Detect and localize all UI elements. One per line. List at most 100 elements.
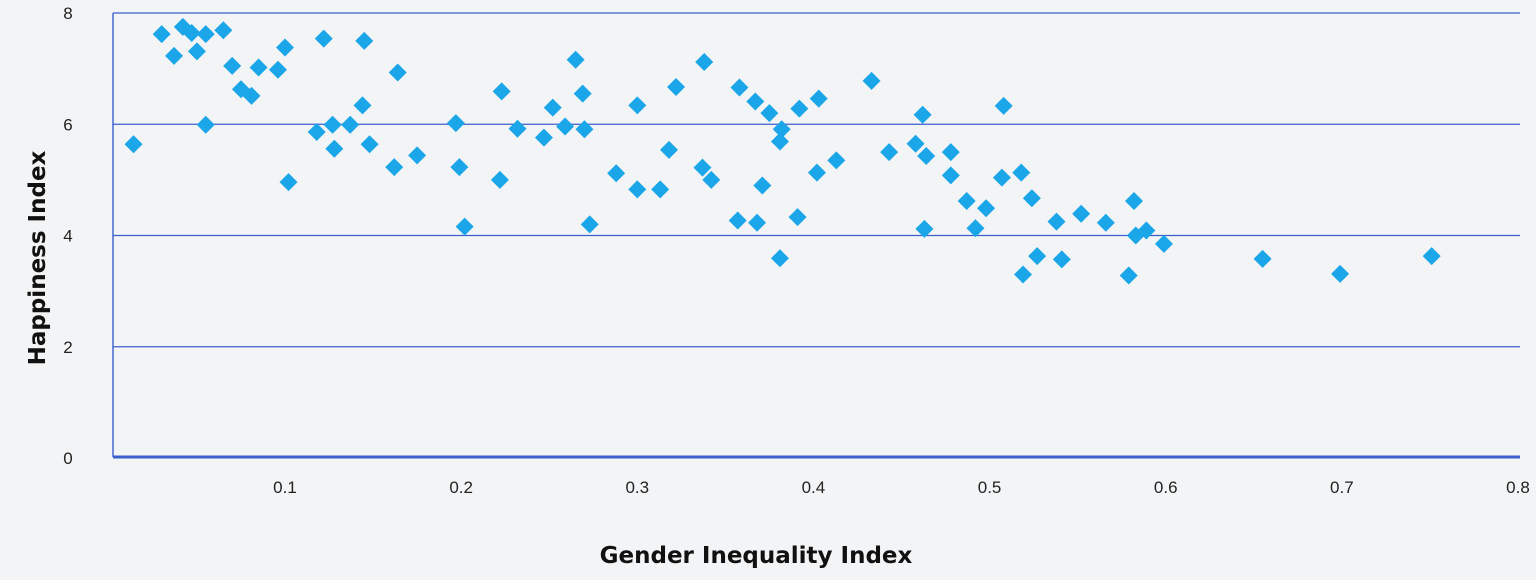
data-point [760,104,779,123]
data-point [1119,266,1138,285]
x-tick-label: 0.5 [978,478,1002,497]
data-point [268,60,287,79]
data-point [693,158,712,177]
data-point [941,143,960,162]
y-axis-title: Happiness Index [25,150,51,365]
data-point [355,31,374,50]
data-point [446,114,465,133]
data-point [770,132,789,151]
data-point [977,199,996,218]
data-point [580,215,599,234]
data-point [862,71,881,90]
data-point [941,166,960,185]
data-point [455,217,474,236]
data-point [124,135,143,154]
data-point [772,120,791,139]
data-point [543,98,562,117]
x-tick-label: 0.6 [1154,478,1178,497]
x-tick-label: 0.4 [802,478,826,497]
x-tick-label: 0.1 [273,478,297,497]
x-tick-labels: 0.1 0.2 0.3 0.4 0.5 0.6 0.7 0.8 [273,478,1530,497]
data-point [450,158,469,177]
data-point [165,46,184,65]
data-point [790,99,809,118]
data-point [223,56,242,75]
data-point [152,25,171,44]
data-point [753,176,772,195]
x-tick-label: 0.2 [449,478,473,497]
data-point [1154,234,1173,253]
y-tick-label: 6 [63,115,72,134]
data-point [695,52,714,71]
x-axis-title: Gender Inequality Index [600,543,913,569]
data-point [880,143,899,162]
data-point [408,146,427,165]
data-point [628,180,647,199]
data-point [917,146,936,165]
data-point [388,63,407,82]
data-point [730,78,749,97]
data-point [1137,221,1156,240]
data-point [492,82,511,101]
data-point [906,134,925,153]
data-point [325,139,344,158]
x-tick-label: 0.8 [1506,478,1530,497]
x-tick-label: 0.7 [1330,478,1354,497]
data-points [124,17,1441,285]
data-point [534,128,553,147]
data-point [279,173,298,192]
data-point [575,120,594,139]
data-point [1253,249,1272,268]
data-point [659,140,678,159]
data-point [728,211,747,230]
data-point [353,96,372,115]
data-point [1331,264,1350,283]
data-point [992,168,1011,187]
data-point [994,96,1013,115]
data-point [214,21,233,40]
y-tick-label: 4 [63,227,72,246]
data-point [314,29,333,48]
y-tick-label: 8 [63,4,72,23]
data-point [323,115,342,134]
data-point [667,77,686,96]
data-point [187,42,206,61]
data-point [556,117,575,136]
data-point [807,163,826,182]
data-point [913,105,932,124]
data-point [385,158,404,177]
data-point [341,115,360,134]
y-tick-label: 0 [63,449,72,468]
data-point [915,219,934,238]
data-point [196,25,215,44]
axes [112,13,1520,459]
data-point [1125,192,1144,211]
data-point [573,84,592,103]
data-point [607,164,626,183]
data-point [1012,163,1031,182]
data-point [1022,189,1041,208]
data-point [1096,213,1115,232]
data-point [1028,247,1047,266]
data-point [746,92,765,111]
data-point [628,96,647,115]
data-point [360,135,379,154]
data-point [242,86,261,105]
data-point [770,249,789,268]
data-point [1047,212,1066,231]
data-point [1014,265,1033,284]
data-point [957,192,976,211]
data-point [827,151,846,170]
data-point [566,50,585,69]
x-tick-label: 0.3 [625,478,649,497]
data-point [182,24,201,43]
data-point [508,119,527,138]
data-point [1422,247,1441,266]
data-point [196,115,215,134]
data-point [966,219,985,238]
data-point [249,58,268,77]
data-point [276,38,294,57]
data-point [748,213,767,232]
